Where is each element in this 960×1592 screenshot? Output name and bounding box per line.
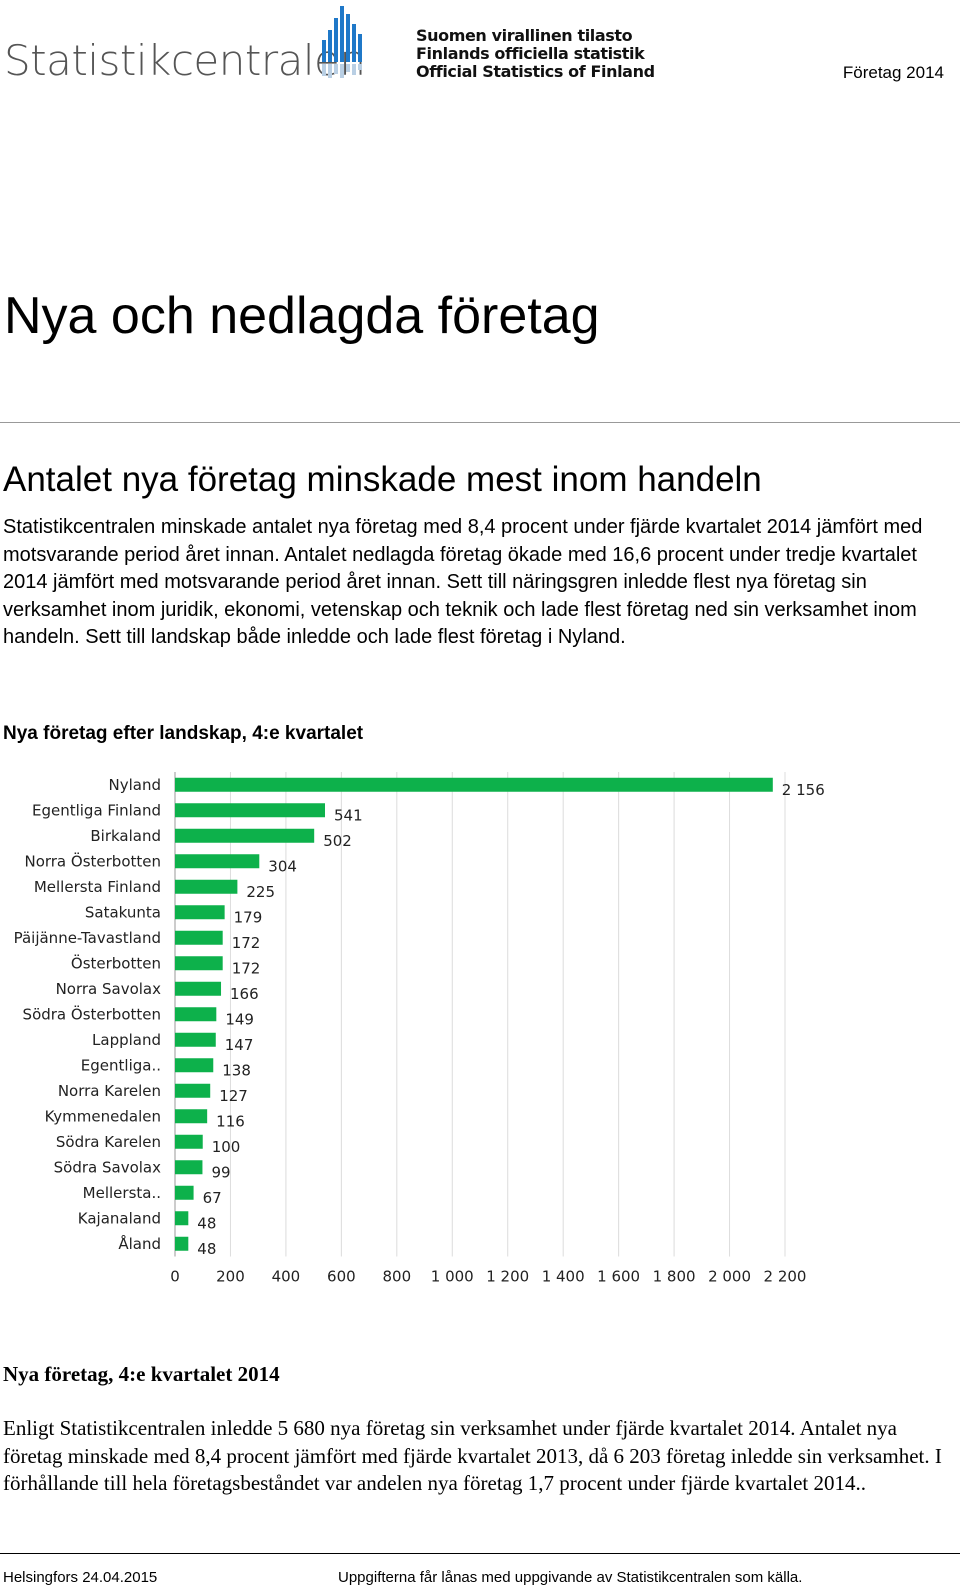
value-label: 116 [216,1112,245,1130]
x-tick-label: 600 [327,1268,356,1286]
topic-label: Företag 2014 [842,63,944,82]
value-label: 172 [232,959,261,977]
x-tick-label: 200 [216,1268,245,1286]
footer-source-note: Uppgifterna får lånas med uppgivande av … [338,1569,803,1586]
bar [175,777,773,792]
bar [175,879,238,894]
bar [175,956,223,971]
bar [175,1083,211,1098]
value-label: 166 [230,985,259,1003]
category-label: Egentliga.. [81,1056,161,1074]
bar [175,1134,203,1149]
section-heading: Antalet nya företag minskade mest inom h… [3,460,762,499]
bar [175,1211,189,1226]
value-label: 147 [225,1036,254,1054]
x-tick-label: 1 800 [653,1268,696,1286]
page-title: Nya och nedlagda företag [4,287,600,345]
value-label: 502 [323,832,352,850]
value-label: 99 [211,1163,230,1181]
bar [175,1236,189,1251]
value-label: 138 [222,1061,251,1079]
bar [175,1032,216,1047]
bar [175,1185,194,1200]
bar [175,1007,217,1022]
category-label: Nyland [109,776,162,794]
value-label: 225 [246,883,275,901]
category-label: Mellersta Finland [34,878,161,896]
x-tick-label: 0 [170,1268,180,1286]
x-tick-label: 2 000 [708,1268,751,1286]
value-label: 2 156 [782,781,825,799]
bar-chart: 0 200 400 600 800 1 000 1 200 1 400 1 600 1 800 2 … [14,772,825,1286]
category-label: Södra Karelen [56,1133,161,1151]
value-label: 149 [225,1010,254,1028]
box-title: Nya företag, 4:e kvartalet 2014 [3,1362,280,1386]
category-label: Åland [118,1234,161,1253]
category-label: Södra Österbotten [23,1004,161,1023]
category-label: Satakunta [85,903,161,921]
bar [175,1109,208,1124]
category-label: Norra Österbotten [24,851,161,870]
x-tick-label: 1 400 [542,1268,585,1286]
value-label: 179 [234,908,263,926]
category-label: Kymmenedalen [45,1107,161,1125]
value-label: 541 [334,806,363,824]
category-label: Norra Savolax [56,980,162,998]
title-divider [0,422,960,423]
value-label: 172 [232,934,261,952]
bar [175,1058,214,1073]
x-tick-label: 2 200 [764,1268,807,1286]
bar [175,1160,203,1175]
osf-line-sv: Finlands officiella statistik [416,44,645,63]
category-label: Egentliga Finland [32,801,161,819]
category-label: Lappland [92,1031,161,1049]
box-text: Enligt Statistikcentralen inledde 5 680 … [3,1416,942,1495]
category-label: Birkaland [90,827,161,845]
category-label: Österbotten [71,953,161,972]
value-label: 100 [212,1138,241,1156]
value-label: 304 [268,857,297,875]
value-label: 127 [219,1087,248,1105]
value-label: 48 [197,1214,216,1232]
osf-line-fi: Suomen virallinen tilasto [416,26,633,45]
bar [175,981,222,996]
lead-paragraph: Statistikcentralen minskade antalet nya … [3,516,923,648]
x-tick-label: 1 200 [486,1268,529,1286]
osf-line-en: Official Statistics of Finland [416,62,655,81]
x-tick-label: 1 600 [597,1268,640,1286]
category-label: Kajanaland [78,1209,161,1227]
x-tick-label: 400 [272,1268,301,1286]
x-tick-label: 800 [382,1268,411,1286]
logo-bars-icon [322,6,362,78]
category-label: Norra Karelen [58,1082,161,1100]
category-label: Päijänne-Tavastland [14,929,161,947]
category-label: Mellersta.. [83,1184,161,1202]
chart-title: Nya företag efter landskap, 4:e kvartale… [3,723,364,744]
bar [175,854,260,869]
value-label: 48 [197,1240,216,1258]
bar [175,803,326,818]
footer-date: Helsingfors 24.04.2015 [3,1569,158,1586]
bar [175,905,225,920]
footer-divider [0,1553,960,1554]
value-label: 67 [203,1189,222,1207]
bar [175,930,223,945]
category-label: Södra Savolax [54,1158,161,1176]
x-tick-label: 1 000 [431,1268,474,1286]
bar [175,828,315,843]
logo-text: Statistikcentralen [4,36,366,85]
